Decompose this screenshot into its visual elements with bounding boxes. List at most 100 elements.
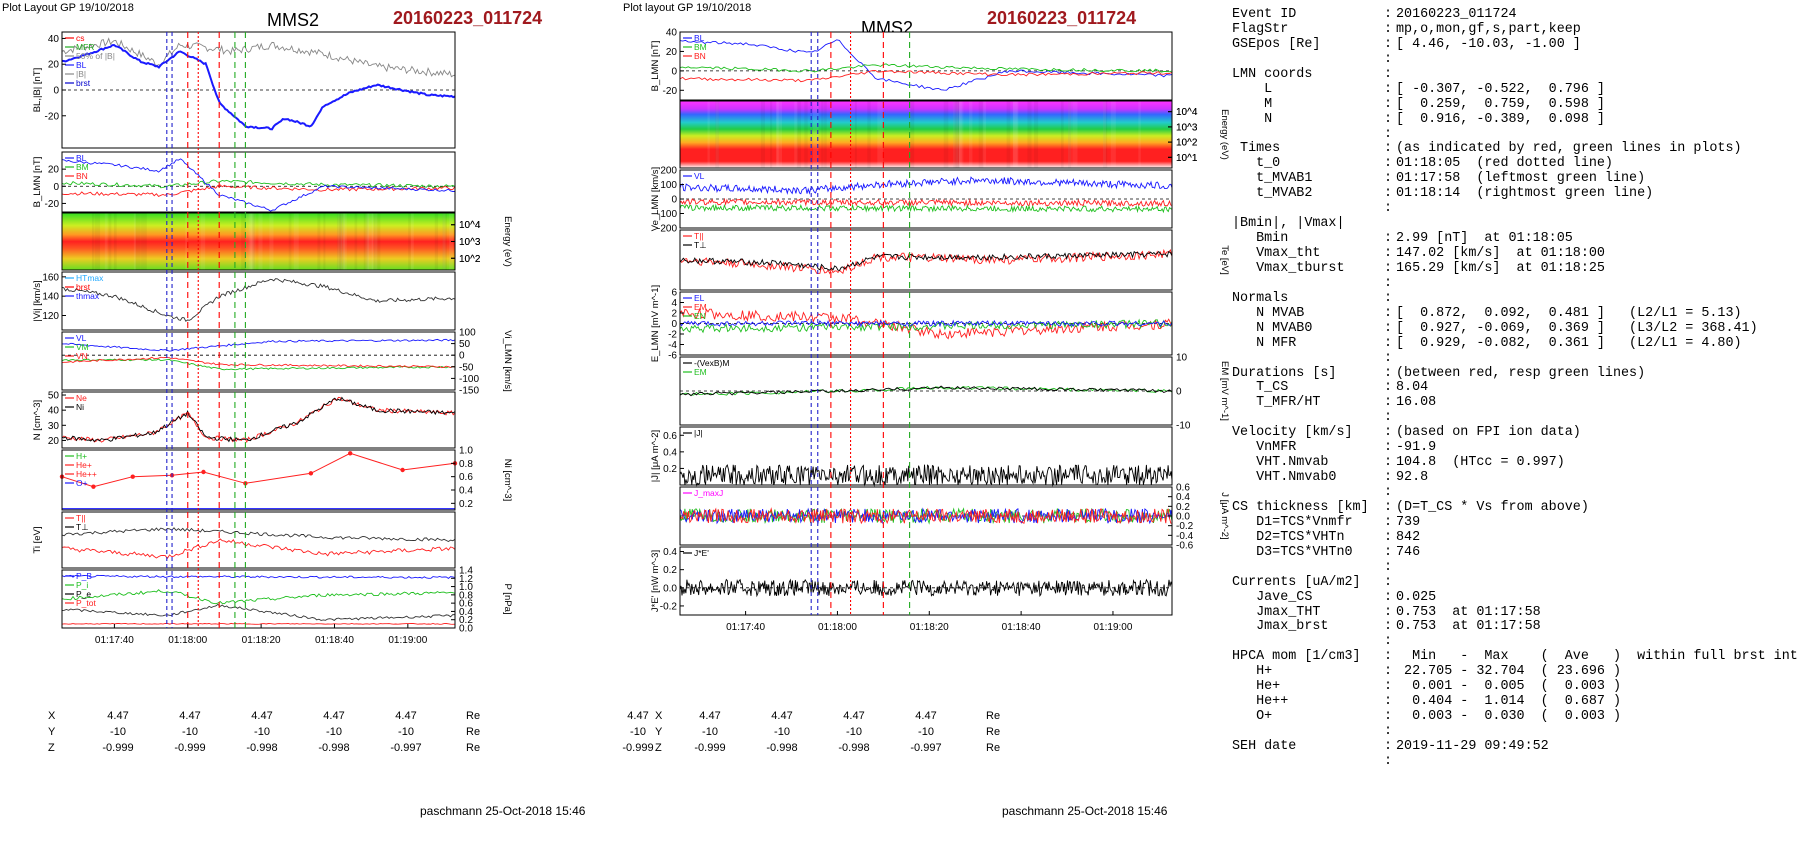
spectrogram-streak bbox=[715, 101, 719, 168]
panel-je: 0.4 0.2 0.0 -0.2J*E' [nW m^-3] J*E' bbox=[650, 546, 1173, 616]
spectrogram-streak bbox=[113, 213, 117, 270]
info-key: N MVAB bbox=[1232, 305, 1305, 321]
info-key: FlagStr bbox=[1232, 21, 1289, 37]
tick-label: 40 bbox=[48, 34, 60, 45]
info-row: Jave_CS:0.025 bbox=[1232, 589, 1802, 606]
legend-entry: MFR bbox=[76, 42, 94, 52]
legend-entry: T|| bbox=[694, 231, 704, 241]
info-key: Durations [s] bbox=[1232, 365, 1337, 381]
position-row-label: Y bbox=[48, 726, 56, 738]
legend-entry: T⊥ bbox=[76, 522, 89, 532]
info-value: 2.99 [nT] at 01:18:05 bbox=[1396, 231, 1573, 247]
tick-label: -200 bbox=[657, 224, 677, 235]
info-key: He++ bbox=[1232, 694, 1289, 710]
position-value: 4.47 bbox=[107, 710, 129, 722]
info-row: He++: 0.404 - 1.014 ( 0.687 ) bbox=[1232, 694, 1802, 710]
info-separator: : bbox=[1384, 709, 1393, 725]
info-separator: : bbox=[1384, 499, 1393, 515]
position-row-label: Y bbox=[655, 726, 663, 738]
tick-label: 10^2 bbox=[459, 254, 481, 265]
tick-label: 0.8 bbox=[459, 459, 473, 470]
legend-entry: EM bbox=[694, 302, 707, 312]
spectrogram-streak bbox=[410, 213, 414, 270]
spectrogram-streak bbox=[91, 213, 95, 270]
info-row: Durations [s]: (between red, resp green l… bbox=[1232, 365, 1802, 382]
position-value: -0.999 bbox=[622, 742, 654, 754]
axis-label: EM [mV m^-1] bbox=[1219, 361, 1230, 421]
info-separator: : bbox=[1384, 425, 1393, 441]
tick-label: -0.6 bbox=[1176, 541, 1194, 552]
info-separator: : bbox=[1384, 679, 1393, 695]
spectrogram-streak bbox=[252, 213, 255, 270]
info-row: HPCA mom [1/cm3]: Min - Max ( Ave ) with… bbox=[1232, 649, 1802, 665]
info-key: Jmax_brst bbox=[1232, 619, 1329, 635]
series-line bbox=[61, 538, 456, 560]
info-key: t_MVAB2 bbox=[1232, 186, 1313, 202]
spectrogram-streak bbox=[250, 213, 254, 270]
axis-label: E_LMN [mV m^-1] bbox=[650, 285, 661, 362]
legend-entry: H+ bbox=[76, 451, 87, 461]
info-separator: : bbox=[1384, 96, 1393, 112]
position-value: -10 bbox=[254, 726, 270, 738]
spectrogram-streak bbox=[953, 101, 960, 168]
tick-label: 0.6 bbox=[1176, 483, 1190, 494]
spectrogram-streak bbox=[408, 213, 411, 270]
info-separator: : bbox=[1384, 111, 1393, 127]
info-key: L bbox=[1232, 81, 1273, 97]
spectrogram-streak bbox=[804, 101, 808, 168]
info-key: D2=TCS*VHTn bbox=[1232, 529, 1345, 545]
info-row: L:[ -0.307, -0.522, 0.796 ] bbox=[1232, 81, 1802, 98]
tick-label: 140 bbox=[42, 292, 59, 303]
info-row: T_CS:8.04 bbox=[1232, 380, 1802, 396]
tick-label: 10^2 bbox=[1176, 138, 1198, 149]
tick-label: 0.0 bbox=[459, 624, 473, 635]
tick-label: 0.4 bbox=[459, 607, 473, 618]
info-separator: : bbox=[1384, 440, 1393, 456]
info-separator: : bbox=[1384, 66, 1393, 82]
series-line bbox=[679, 464, 1173, 488]
tick-label: 0 bbox=[1176, 387, 1182, 398]
spectrogram-streak bbox=[241, 213, 246, 270]
tick-label: 0.0 bbox=[663, 583, 677, 594]
position-value: 4.47 bbox=[323, 710, 345, 722]
spectrogram-streak bbox=[442, 213, 446, 270]
tick-label: 0.2 bbox=[459, 615, 473, 626]
panel-background bbox=[62, 450, 455, 510]
info-separator: : bbox=[1384, 380, 1393, 396]
spectrogram-streak bbox=[367, 213, 373, 270]
spectrogram-streak bbox=[317, 213, 321, 270]
info-value: (D=T_CS * Vs from above) bbox=[1396, 499, 1589, 515]
panel-background bbox=[62, 152, 455, 212]
panel-pressure: 1.41.21.00.80.60.40.20.0 P [nPa] P_BP_iP_e… bbox=[61, 566, 513, 635]
info-row: Velocity [km/s]: (based on FPI ion data) bbox=[1232, 425, 1802, 441]
panel-frame bbox=[679, 31, 1173, 101]
legend-entry: VM bbox=[76, 342, 89, 352]
axis-label: B_LMN [nT] bbox=[32, 157, 43, 208]
info-value: 0.003 - 0.030 ( 0.003 ) bbox=[1396, 709, 1621, 725]
info-key: Vmax_tburst bbox=[1232, 260, 1345, 276]
spectrogram-streak bbox=[94, 213, 101, 270]
spectrogram-streak bbox=[1013, 101, 1018, 168]
time-tick-label: 01:18:00 bbox=[168, 635, 207, 646]
info-value: 0.025 bbox=[1396, 589, 1437, 605]
spectrogram-streak bbox=[141, 213, 147, 270]
info-value: (based on FPI ion data) bbox=[1396, 425, 1581, 441]
info-row: : bbox=[1232, 634, 1802, 650]
position-unit: Re bbox=[466, 710, 481, 722]
series-line bbox=[61, 527, 456, 543]
info-key: D1=TCS*Vnmfr bbox=[1232, 514, 1353, 530]
series-line bbox=[61, 278, 456, 322]
legend-entry: VN bbox=[76, 351, 88, 361]
time-tick-label: 01:18:00 bbox=[818, 622, 857, 633]
spectrogram-streak bbox=[434, 213, 439, 270]
legend-entry: BL bbox=[694, 33, 705, 43]
event-id-right: 20160223_011724 bbox=[987, 8, 1137, 28]
info-key: t_MVAB1 bbox=[1232, 171, 1313, 187]
tick-label: 0.4 bbox=[459, 486, 473, 497]
position-value: -0.997 bbox=[390, 742, 422, 754]
legend-entry: He++ bbox=[76, 469, 97, 479]
position-unit: Re bbox=[466, 726, 481, 738]
